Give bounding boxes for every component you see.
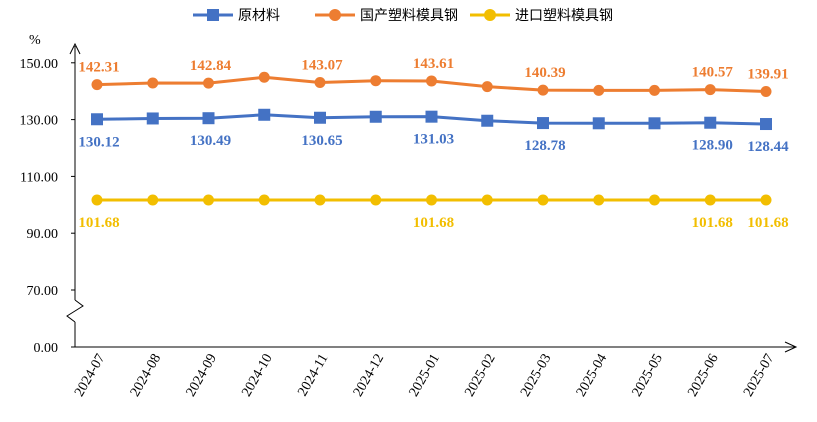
x-tick-label: 2025-01 xyxy=(407,352,443,400)
data-label: 131.03 xyxy=(413,132,454,148)
data-label: 128.90 xyxy=(692,138,733,154)
legend-circle-marker xyxy=(484,9,496,21)
series-0 xyxy=(91,108,772,131)
data-point xyxy=(760,194,772,206)
x-axis-arrow xyxy=(784,341,798,353)
data-point xyxy=(314,194,326,206)
data-label: 101.68 xyxy=(78,215,119,231)
data-point xyxy=(593,84,605,96)
data-point xyxy=(704,116,717,129)
data-point xyxy=(203,194,214,206)
data-label: 130.12 xyxy=(78,134,119,150)
y-tick-labels: 0.00 70.00 90.00 110.00 130.00 150.00 xyxy=(20,57,59,356)
y-tick-label: 0.00 xyxy=(34,341,59,356)
data-point xyxy=(704,84,716,96)
y-tick-label: 110.00 xyxy=(20,170,58,185)
data-point xyxy=(648,117,661,130)
legend: 原材料 国产塑料模具钢 进口塑料模具钢 xyxy=(193,8,613,24)
data-point xyxy=(147,77,159,89)
x-tick-label: 2025-05 xyxy=(630,352,666,400)
x-tick-label: 2024-10 xyxy=(239,352,275,400)
data-point xyxy=(314,76,326,88)
data-point xyxy=(537,117,549,130)
x-tick-label: 2025-06 xyxy=(685,352,721,400)
data-label: 130.65 xyxy=(301,133,342,149)
data-point xyxy=(481,194,493,206)
data-label: 143.61 xyxy=(413,56,454,72)
x-tick-label: 2024-11 xyxy=(295,352,331,399)
data-point xyxy=(593,194,605,206)
data-label: 128.78 xyxy=(524,138,565,154)
series-2 xyxy=(91,194,772,206)
data-point xyxy=(369,110,382,123)
data-label: 101.68 xyxy=(692,215,733,231)
data-point xyxy=(147,194,159,206)
data-point xyxy=(202,112,215,125)
x-tick-labels: 2024-07 2024-08 2024-09 2024-10 2024-11 2024-… xyxy=(72,352,777,400)
data-label: 139.91 xyxy=(747,66,788,82)
x-tick-label: 2025-07 xyxy=(741,352,777,400)
x-tick-label: 2025-03 xyxy=(518,352,554,400)
legend-label: 国产塑料模具钢 xyxy=(360,8,458,24)
data-label: 140.39 xyxy=(524,65,565,81)
data-label: 142.84 xyxy=(190,58,232,74)
data-point xyxy=(426,194,437,206)
data-point xyxy=(91,113,103,126)
data-point xyxy=(258,194,270,206)
data-point xyxy=(258,108,271,121)
data-point xyxy=(425,110,438,123)
x-tick-label: 2024-08 xyxy=(128,352,164,400)
legend-square-marker xyxy=(207,9,219,21)
series-1 xyxy=(91,71,772,97)
data-point xyxy=(258,71,270,83)
data-point xyxy=(760,118,772,131)
y-tick-label: 90.00 xyxy=(27,227,59,242)
data-point xyxy=(760,85,772,97)
legend-item: 原材料 xyxy=(193,8,280,24)
x-tick-label: 2024-07 xyxy=(72,352,108,400)
data-point xyxy=(704,194,716,206)
legend-item: 国产塑料模具钢 xyxy=(315,8,458,24)
data-point xyxy=(537,84,549,96)
data-label: 101.68 xyxy=(413,215,454,231)
legend-circle-marker xyxy=(329,9,341,21)
y-axis-arrow xyxy=(69,42,81,55)
data-label: 130.49 xyxy=(190,133,231,149)
y-axis-unit-label: % xyxy=(29,33,41,48)
x-tick-label: 2025-02 xyxy=(462,352,498,400)
y-tick-label: 150.00 xyxy=(20,57,59,72)
legend-label: 原材料 xyxy=(238,8,280,24)
y-axis-break-mark xyxy=(66,299,84,323)
data-point xyxy=(370,75,382,87)
y-tick-label: 130.00 xyxy=(20,114,59,129)
x-tick-label: 2025-04 xyxy=(574,352,610,400)
data-label: 101.68 xyxy=(747,215,788,231)
data-label: 143.07 xyxy=(301,57,343,73)
series-lines xyxy=(91,71,772,206)
data-point xyxy=(649,194,660,206)
legend-item: 进口塑料模具钢 xyxy=(470,8,613,24)
axes xyxy=(66,42,798,353)
data-label: 140.57 xyxy=(692,65,734,81)
data-point xyxy=(314,111,326,124)
data-point xyxy=(426,75,437,87)
x-tick-label: 2024-09 xyxy=(184,352,220,400)
legend-label: 进口塑料模具钢 xyxy=(515,8,613,24)
data-point xyxy=(146,112,159,125)
data-label: 128.44 xyxy=(747,139,789,155)
data-label: 142.31 xyxy=(78,60,119,76)
data-point xyxy=(91,194,103,206)
data-point xyxy=(370,194,382,206)
data-point xyxy=(481,114,494,127)
data-point xyxy=(649,84,660,96)
x-tick-label: 2024-12 xyxy=(351,352,387,400)
data-point xyxy=(537,194,549,206)
data-labels: 130.12 130.49 130.65 131.03 128.78 128.90 128.… xyxy=(78,56,789,231)
data-point xyxy=(481,81,493,93)
data-point xyxy=(91,79,103,91)
y-tick-label: 70.00 xyxy=(27,284,59,299)
data-point xyxy=(592,117,605,130)
data-point xyxy=(203,77,214,89)
